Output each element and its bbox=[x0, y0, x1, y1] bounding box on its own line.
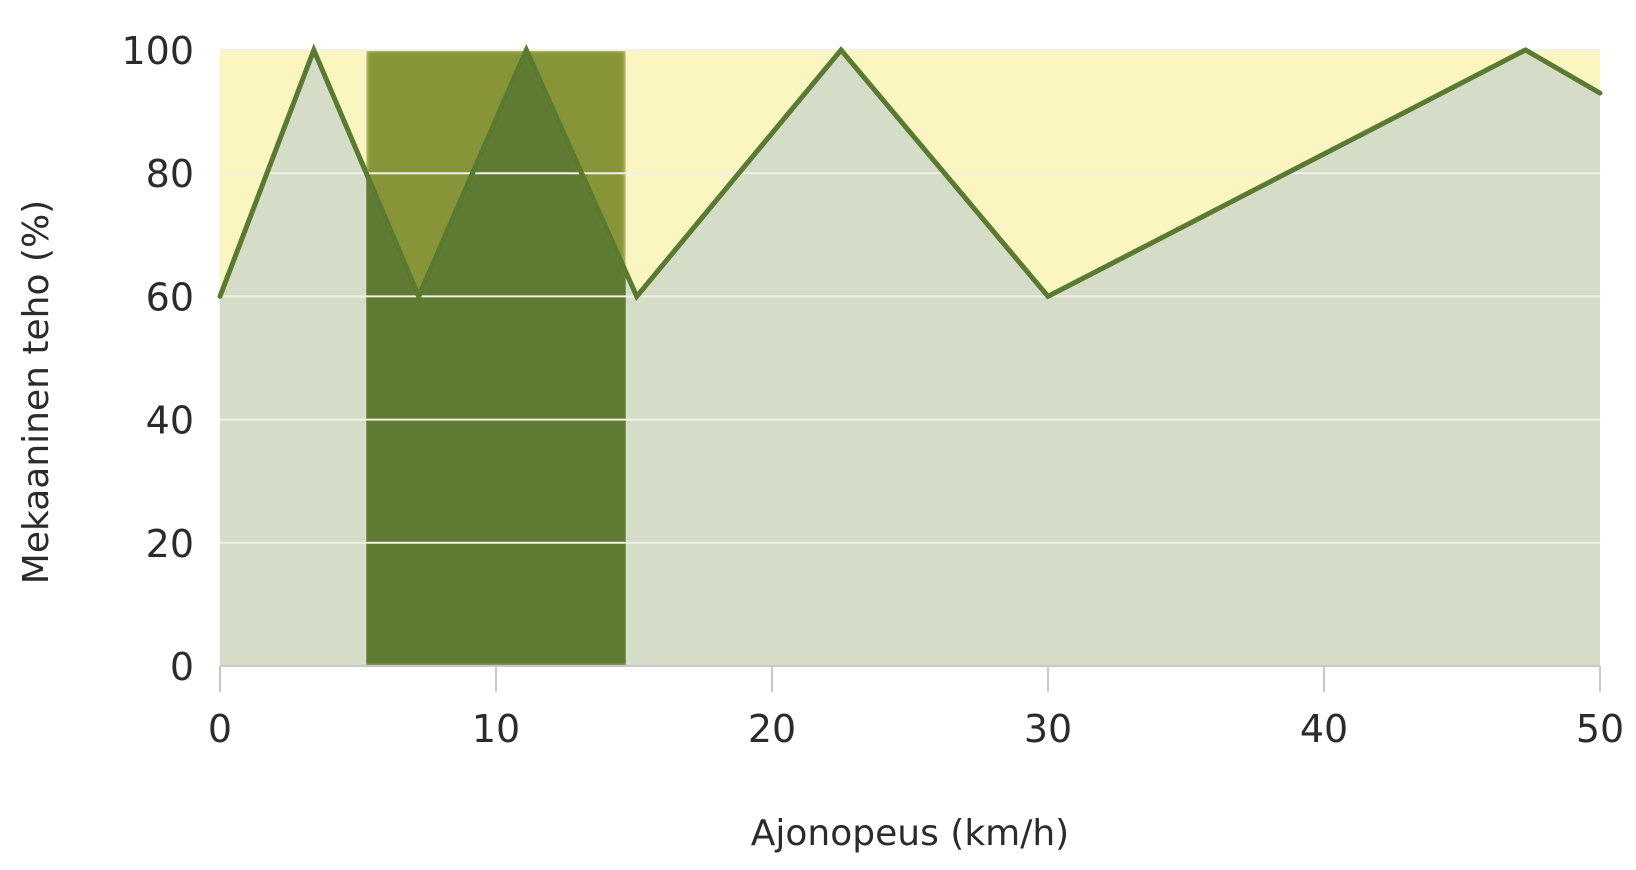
y-tick-label: 80 bbox=[146, 152, 194, 196]
x-tick-label: 0 bbox=[208, 707, 232, 751]
y-tick-label: 0 bbox=[170, 645, 194, 689]
x-tick-label: 30 bbox=[1024, 707, 1072, 751]
y-axis-title: Mekaaninen teho (%) bbox=[16, 200, 57, 584]
series-group bbox=[217, 43, 1603, 303]
series-line bbox=[217, 43, 1603, 303]
x-axis: 0 10 20 30 40 50 bbox=[208, 665, 1624, 751]
y-tick-label: 40 bbox=[146, 399, 194, 443]
gridlines bbox=[220, 49, 1600, 544]
x-tick-label: 50 bbox=[1576, 707, 1624, 751]
x-axis-title: Ajonopeus (km/h) bbox=[751, 813, 1069, 854]
y-tick-label: 100 bbox=[121, 29, 194, 73]
highlight-area bbox=[366, 50, 626, 666]
y-tick-label: 60 bbox=[146, 275, 194, 319]
plot-area bbox=[220, 50, 1600, 666]
y-tick-label: 20 bbox=[146, 522, 194, 566]
x-tick-label: 40 bbox=[1300, 707, 1348, 751]
y-axis: 0 20 40 60 80 100 bbox=[121, 29, 194, 689]
highlight-band bbox=[366, 50, 626, 666]
x-tick-label: 10 bbox=[472, 707, 520, 751]
x-tick-label: 20 bbox=[748, 707, 796, 751]
